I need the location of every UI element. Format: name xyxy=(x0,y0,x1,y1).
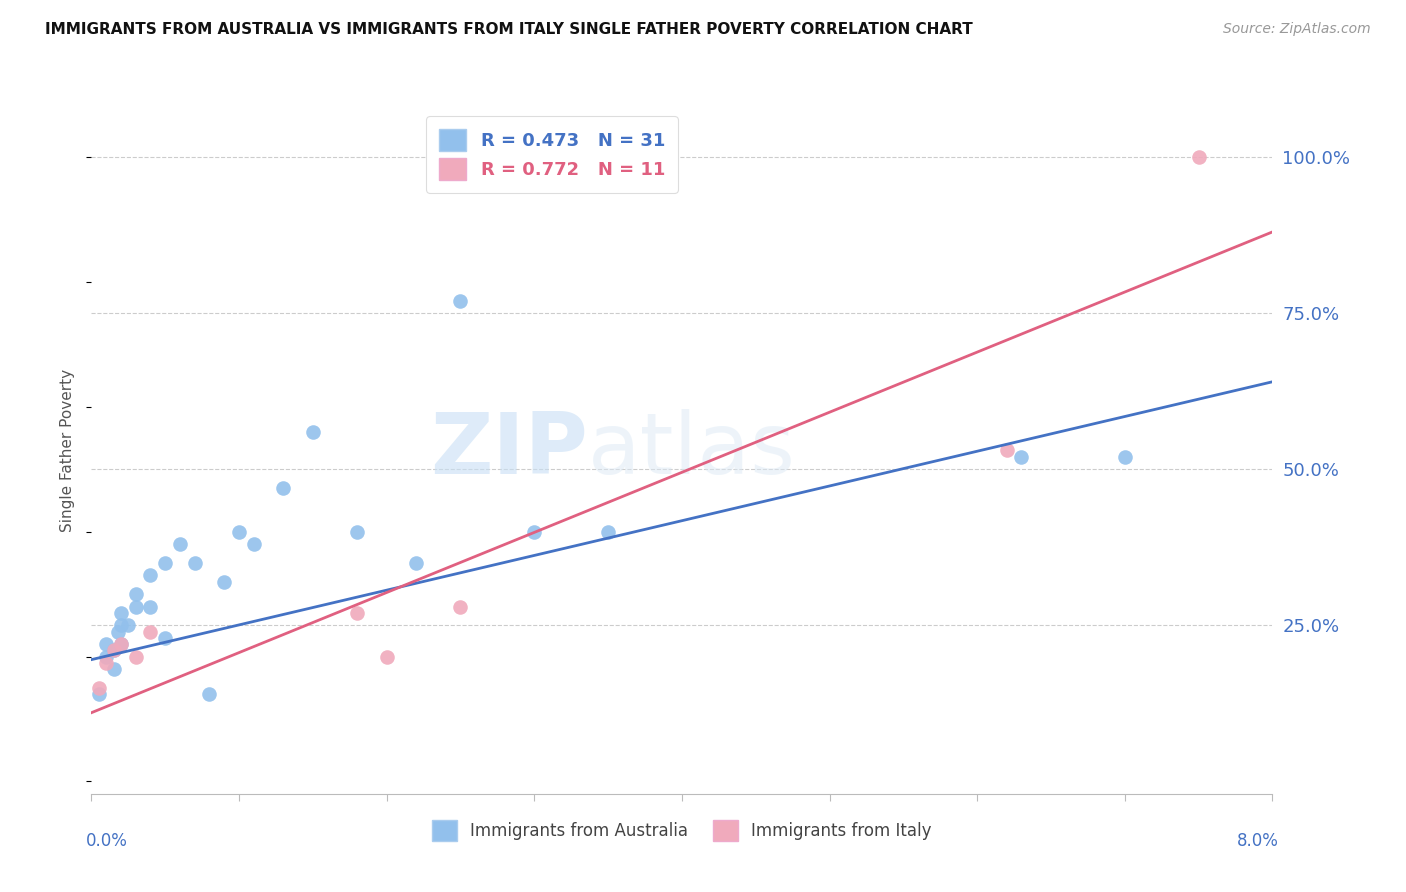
Point xyxy=(153,631,177,645)
Point xyxy=(301,425,323,439)
Point xyxy=(214,574,236,589)
Text: atlas: atlas xyxy=(588,409,796,492)
Point xyxy=(139,599,162,614)
Point xyxy=(198,687,221,701)
Point xyxy=(110,606,132,620)
Point xyxy=(153,556,177,570)
Y-axis label: Single Father Poverty: Single Father Poverty xyxy=(60,369,76,532)
Point xyxy=(103,662,125,676)
Legend: Immigrants from Australia, Immigrants from Italy: Immigrants from Australia, Immigrants fr… xyxy=(425,814,939,847)
Point xyxy=(243,537,266,551)
Point xyxy=(995,443,1018,458)
Point xyxy=(1010,450,1032,464)
Point xyxy=(169,537,191,551)
Point xyxy=(183,556,207,570)
Point xyxy=(346,524,368,539)
Text: 8.0%: 8.0% xyxy=(1236,831,1278,850)
Point xyxy=(110,637,132,651)
Point xyxy=(346,606,368,620)
Text: ZIP: ZIP xyxy=(430,409,588,492)
Point xyxy=(139,624,162,639)
Point xyxy=(375,649,398,664)
Point xyxy=(1114,450,1136,464)
Point xyxy=(96,649,118,664)
Point xyxy=(405,556,427,570)
Point xyxy=(87,687,110,701)
Point xyxy=(124,599,148,614)
Point xyxy=(228,524,250,539)
Point xyxy=(103,643,125,657)
Point xyxy=(450,293,472,308)
Point xyxy=(103,643,125,657)
Point xyxy=(598,524,620,539)
Point xyxy=(1187,150,1209,164)
Point xyxy=(96,637,118,651)
Text: Source: ZipAtlas.com: Source: ZipAtlas.com xyxy=(1223,22,1371,37)
Point xyxy=(124,649,148,664)
Point xyxy=(271,481,295,495)
Point xyxy=(110,637,132,651)
Text: IMMIGRANTS FROM AUSTRALIA VS IMMIGRANTS FROM ITALY SINGLE FATHER POVERTY CORRELA: IMMIGRANTS FROM AUSTRALIA VS IMMIGRANTS … xyxy=(45,22,973,37)
Point xyxy=(87,681,110,695)
Text: 0.0%: 0.0% xyxy=(86,831,128,850)
Point xyxy=(110,618,132,632)
Point xyxy=(523,524,546,539)
Point xyxy=(107,624,129,639)
Point xyxy=(124,587,148,601)
Point xyxy=(450,599,472,614)
Point xyxy=(117,618,139,632)
Point xyxy=(139,568,162,582)
Point xyxy=(96,656,118,670)
